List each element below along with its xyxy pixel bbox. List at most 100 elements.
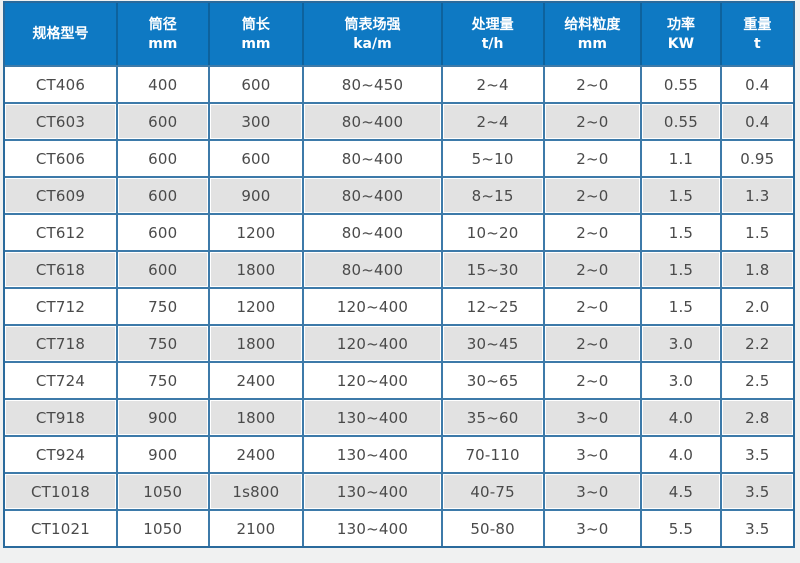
- table-cell: 600: [115, 176, 208, 213]
- table-cell: 600: [115, 102, 208, 139]
- table-cell: 2~0: [542, 361, 641, 398]
- table-cell: 30~65: [440, 361, 543, 398]
- table-cell: 600: [115, 139, 208, 176]
- table-cell: 2.0: [719, 287, 793, 324]
- table-cell: 1.3: [719, 176, 793, 213]
- model-cell: CT724: [5, 361, 116, 398]
- model-cell: CT924: [5, 435, 116, 472]
- table-row: CT1018 1050 1s800 130~400 40-75 3~0 4.5 3.5: [5, 472, 793, 509]
- model-cell: CT918: [5, 398, 116, 435]
- page: 规格型号 筒径 mm 筒长 mm 筒表场强 ka/m 处理量 t/h: [3, 1, 795, 548]
- table-cell: 2~0: [542, 250, 641, 287]
- table-cell: 50-80: [440, 509, 543, 546]
- table-cell: 0.4: [719, 65, 793, 102]
- table-cell: 900: [207, 176, 303, 213]
- table-cell: 80~400: [302, 139, 441, 176]
- table-cell: 3~0: [542, 509, 641, 546]
- col-header-label: 筒表场强: [344, 17, 401, 33]
- table-cell: 4.0: [640, 435, 720, 472]
- table-cell: 400: [115, 65, 208, 102]
- table-cell: 1.5: [640, 250, 720, 287]
- table-cell: 300: [207, 102, 303, 139]
- table-cell: 1800: [207, 398, 303, 435]
- table-cell: 35~60: [440, 398, 543, 435]
- table-cell: 10~20: [440, 213, 543, 250]
- table-cell: 600: [115, 213, 208, 250]
- table-cell: 80~400: [302, 102, 441, 139]
- table-cell: 130~400: [302, 398, 441, 435]
- table-cell: 40-75: [440, 472, 543, 509]
- table-cell: 2100: [207, 509, 303, 546]
- table-cell: 120~400: [302, 361, 441, 398]
- col-header-label: 筒径: [148, 17, 177, 33]
- table-cell: 2~0: [542, 324, 641, 361]
- table-cell: 2~0: [542, 287, 641, 324]
- col-header-unit: mm: [577, 36, 607, 52]
- col-header-model: 规格型号: [5, 3, 116, 65]
- table-cell: 1.8: [719, 250, 793, 287]
- table-cell: 750: [115, 324, 208, 361]
- col-header-label: 功率: [666, 17, 695, 33]
- table-cell: 2.2: [719, 324, 793, 361]
- table-cell: 2~0: [542, 213, 641, 250]
- model-cell: CT603: [5, 102, 116, 139]
- model-cell: CT618: [5, 250, 116, 287]
- col-header-label: 处理量: [471, 17, 514, 33]
- col-header-power: 功率 KW: [640, 3, 720, 65]
- table-row: CT612 600 1200 80~400 10~20 2~0 1.5 1.5: [5, 213, 793, 250]
- col-header-unit: t: [753, 36, 761, 52]
- table-cell: 120~400: [302, 287, 441, 324]
- table-row: CT1021 1050 2100 130~400 50-80 3~0 5.5 3.5: [5, 509, 793, 546]
- table-cell: 80~400: [302, 213, 441, 250]
- table-cell: 1200: [207, 213, 303, 250]
- table-cell: 15~30: [440, 250, 543, 287]
- table-row: CT724 750 2400 120~400 30~65 2~0 3.0 2.5: [5, 361, 793, 398]
- table-row: CT603 600 300 80~400 2~4 2~0 0.55 0.4: [5, 102, 793, 139]
- col-header-capacity: 处理量 t/h: [440, 3, 543, 65]
- col-header-label: 规格型号: [32, 26, 89, 42]
- table-cell: 5.5: [640, 509, 720, 546]
- table-cell: 2~4: [440, 65, 543, 102]
- table-cell: 3~0: [542, 472, 641, 509]
- table-cell: 2~0: [542, 176, 641, 213]
- table-cell: 3.0: [640, 361, 720, 398]
- table-row: CT606 600 600 80~400 5~10 2~0 1.1 0.95: [5, 139, 793, 176]
- table-body: CT406 400 600 80~450 2~4 2~0 0.55 0.4 CT603 600 30…: [5, 65, 793, 546]
- table-cell: 2~0: [542, 102, 641, 139]
- col-header-label: 重量: [743, 17, 772, 33]
- table-cell: 600: [207, 139, 303, 176]
- table-cell: 1.1: [640, 139, 720, 176]
- table-cell: 4.0: [640, 398, 720, 435]
- table-cell: 130~400: [302, 435, 441, 472]
- table-cell: 3~0: [542, 398, 641, 435]
- col-header-unit: t/h: [481, 36, 504, 52]
- col-header-drum-length: 筒长 mm: [207, 3, 303, 65]
- table-cell: 750: [115, 287, 208, 324]
- table-cell: 1800: [207, 324, 303, 361]
- table-cell: 130~400: [302, 472, 441, 509]
- table-cell: 1.5: [640, 287, 720, 324]
- table-cell: 4.5: [640, 472, 720, 509]
- table-cell: 1.5: [640, 176, 720, 213]
- table-cell: 2.5: [719, 361, 793, 398]
- col-header-label: 筒长: [241, 17, 270, 33]
- model-cell: CT406: [5, 65, 116, 102]
- table-cell: 3.5: [719, 435, 793, 472]
- table-cell: 3~0: [542, 435, 641, 472]
- col-header-feed-size: 给料粒度 mm: [542, 3, 641, 65]
- model-cell: CT609: [5, 176, 116, 213]
- table-cell: 1.5: [719, 213, 793, 250]
- table-cell: 12~25: [440, 287, 543, 324]
- table-cell: 600: [207, 65, 303, 102]
- table-cell: 8~15: [440, 176, 543, 213]
- table-header: 规格型号 筒径 mm 筒长 mm 筒表场强 ka/m 处理量 t/h: [5, 3, 793, 65]
- table-cell: 3.5: [719, 509, 793, 546]
- table-cell: 900: [115, 435, 208, 472]
- table-row: CT609 600 900 80~400 8~15 2~0 1.5 1.3: [5, 176, 793, 213]
- table-cell: 1200: [207, 287, 303, 324]
- model-cell: CT1018: [5, 472, 116, 509]
- table-row: CT712 750 1200 120~400 12~25 2~0 1.5 2.0: [5, 287, 793, 324]
- table-cell: 1050: [115, 472, 208, 509]
- table-cell: 750: [115, 361, 208, 398]
- model-cell: CT612: [5, 213, 116, 250]
